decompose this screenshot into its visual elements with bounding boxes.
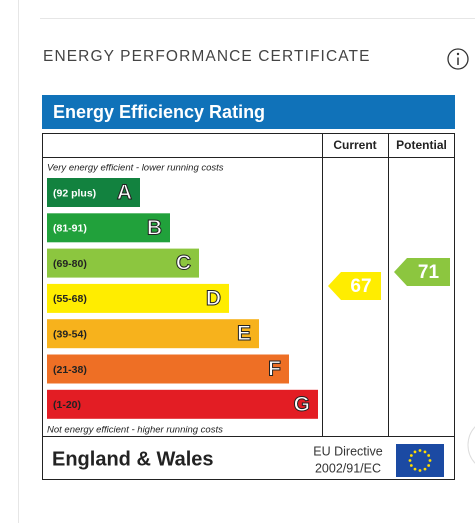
rating-arrow [328,272,381,300]
band-letter: F [268,358,281,381]
info-icon[interactable] [447,48,469,70]
eu-flag [396,444,444,477]
eu-star [413,450,417,454]
column-header: Potential [396,138,447,152]
band-range: (69-80) [53,258,87,270]
bottom-note: Not energy efficient - higher running co… [47,425,223,436]
rating-band [47,178,140,207]
eu-star [427,454,431,457]
band-range: (55-68) [53,293,87,305]
epc-frame [42,133,455,480]
eu-star [409,454,413,457]
band-letter: A [117,181,132,204]
region: England & Wales [52,448,214,470]
top-note: Very energy efficient - lower running co… [47,163,224,174]
eu-star [427,464,431,467]
eu-star [418,469,422,472]
directive: 2002/91/EC [315,461,381,475]
band-letter: C [176,252,191,275]
epc-title: Energy Efficiency Rating [53,102,265,122]
rating-band [47,248,199,278]
eu-star [423,450,427,454]
scroll-button[interactable] [467,418,475,472]
rating-band [47,283,229,313]
rating-arrow [394,258,450,286]
band-letter: G [294,393,310,416]
band-letter: B [147,216,162,239]
band-range: (39-54) [53,328,87,340]
rating-band [47,213,170,243]
eu-star [408,459,412,462]
band-range: (92 plus) [53,187,96,199]
eu-star [418,449,422,452]
rating-band [47,354,289,384]
rating-value: 71 [418,262,440,283]
section-title: ENERGY PERFORMANCE CERTIFICATE [43,48,371,65]
epc-header [42,95,455,129]
band-range: (21-38) [53,364,87,376]
band-letter: E [237,322,251,345]
eu-star [428,459,432,462]
band-range: (81-91) [53,223,87,235]
band-range: (1-20) [53,399,81,411]
band-letter: D [206,287,221,310]
directive: EU Directive [313,444,383,458]
rating-band [47,319,259,349]
eu-star [423,467,427,471]
rating-band [47,389,318,419]
eu-star [409,464,413,467]
eu-star [413,467,417,471]
column-header: Current [333,138,376,152]
rating-value: 67 [350,276,371,297]
